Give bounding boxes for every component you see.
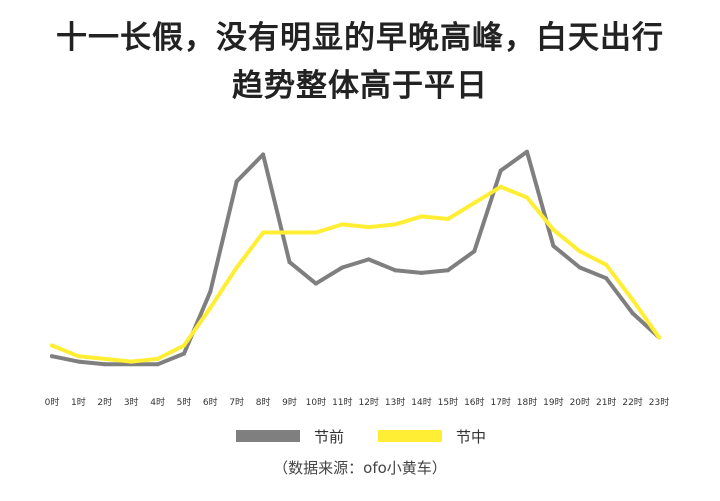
data-point <box>419 214 424 219</box>
data-point <box>129 359 134 364</box>
x-tick-label: 0时 <box>45 396 60 408</box>
x-tick-label: 4时 <box>150 396 165 408</box>
data-source-note: （数据来源：ofo小黄车） <box>273 459 447 477</box>
data-point <box>313 230 318 235</box>
data-point <box>604 276 609 281</box>
data-point <box>445 217 450 221</box>
data-point <box>604 262 609 267</box>
data-point <box>393 222 398 227</box>
data-point <box>102 362 107 367</box>
data-point <box>551 227 556 232</box>
series-line-0 <box>50 149 661 367</box>
x-tick-label: 7时 <box>229 396 244 408</box>
x-tick-label: 3时 <box>124 396 139 408</box>
x-tick-label: 20时 <box>570 396 590 408</box>
x-tick-label: 11时 <box>332 396 352 408</box>
x-tick-label: 18时 <box>517 396 537 408</box>
data-point <box>313 281 318 286</box>
data-point <box>287 230 292 235</box>
data-point <box>50 343 54 348</box>
data-point <box>472 200 477 205</box>
data-point <box>445 268 450 273</box>
data-point <box>261 230 266 235</box>
data-point <box>102 356 107 361</box>
data-point <box>366 225 371 230</box>
legend-swatch <box>236 430 300 442</box>
x-tick-label: 16时 <box>464 396 484 408</box>
data-point <box>472 249 477 254</box>
data-point <box>525 149 529 154</box>
legend-label: 节中 <box>456 428 486 446</box>
data-point <box>50 354 54 359</box>
data-point <box>525 195 529 200</box>
data-point <box>261 152 266 157</box>
x-tick-label: 15时 <box>438 396 458 408</box>
x-tick-label: 10时 <box>306 396 326 408</box>
data-point <box>155 356 160 361</box>
x-tick-label: 14时 <box>411 396 431 408</box>
data-point <box>340 265 345 270</box>
data-point <box>182 351 186 356</box>
x-tick-label: 21时 <box>596 396 616 408</box>
legend-swatch <box>378 430 442 442</box>
data-point <box>498 168 503 173</box>
legend: 节前 节中 <box>236 428 486 446</box>
data-point <box>630 297 635 302</box>
data-point <box>498 184 503 189</box>
x-tick-label: 6时 <box>203 396 218 408</box>
x-tick-label: 5时 <box>177 396 192 408</box>
chart-title-line-1: 十一长假，没有明显的早晚高峰，白天出行 <box>56 20 664 56</box>
data-point <box>340 222 345 227</box>
x-tick-label: 2时 <box>97 396 112 408</box>
data-point <box>419 270 424 275</box>
chart-title-line-2: 趋势整体高于平日 <box>232 68 488 104</box>
series-line-1 <box>50 184 661 364</box>
data-point <box>393 268 398 273</box>
x-axis-ticks: 0时 1时 2时 3时 4时 5时 6时 7时 8时 9时 10时 11时 12时 13时 14时 15时 16… <box>45 396 670 408</box>
data-point <box>577 265 582 270</box>
series-layer <box>50 149 661 367</box>
data-point <box>577 249 582 254</box>
x-tick-label: 17时 <box>490 396 510 408</box>
data-point <box>657 335 661 340</box>
data-point <box>630 311 635 316</box>
data-point <box>182 343 186 348</box>
data-point <box>76 359 81 364</box>
x-tick-label: 23时 <box>649 396 669 408</box>
data-point <box>234 179 239 184</box>
data-point <box>155 362 160 367</box>
data-point <box>366 257 371 262</box>
x-tick-label: 9时 <box>282 396 297 408</box>
x-tick-label: 22时 <box>622 396 642 408</box>
x-tick-label: 8时 <box>256 396 271 408</box>
x-tick-label: 1时 <box>71 396 86 408</box>
data-point <box>76 354 81 359</box>
data-point <box>234 265 239 270</box>
data-point <box>551 243 556 248</box>
legend-label: 节前 <box>314 428 344 446</box>
x-tick-label: 19时 <box>543 396 563 408</box>
data-point <box>208 289 213 294</box>
data-point <box>287 260 292 265</box>
x-tick-label: 13时 <box>385 396 405 408</box>
data-point <box>208 305 213 310</box>
x-tick-label: 12时 <box>358 396 378 408</box>
